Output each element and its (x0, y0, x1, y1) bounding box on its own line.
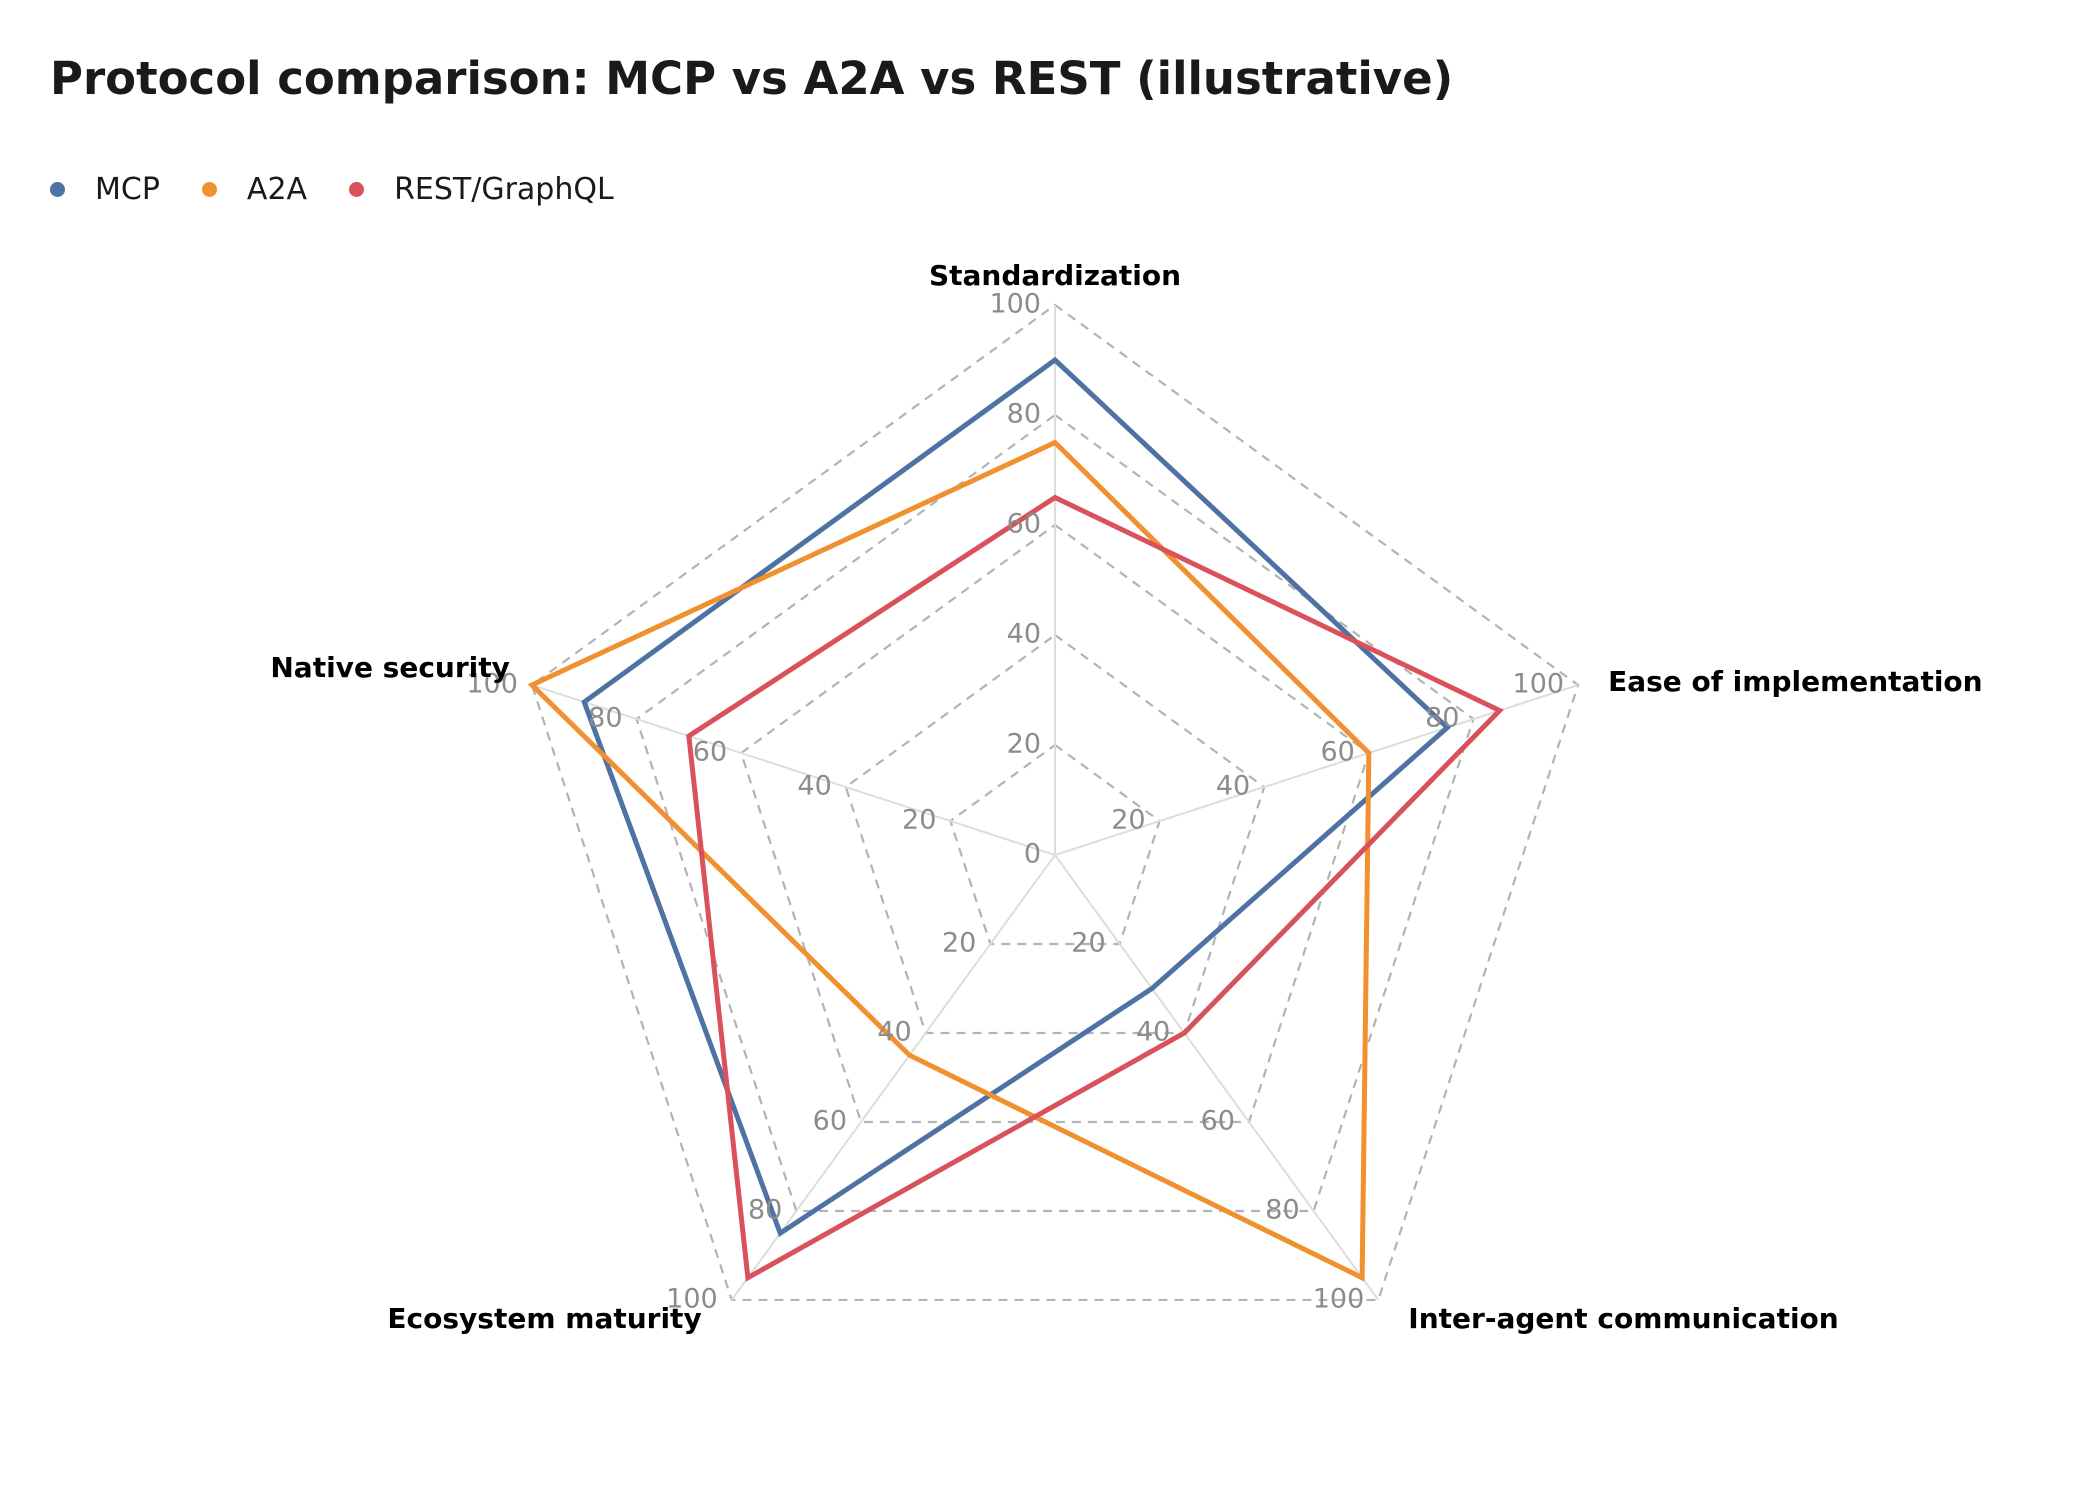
series-a2a (527, 439, 1372, 1282)
tick-label: 20 (942, 927, 976, 958)
tick-label: 40 (877, 1016, 911, 1047)
axis-label-inter-agent-communication: Inter-agent communication (1408, 1302, 1838, 1335)
tick-label: 100 (1313, 1283, 1365, 1314)
tick-label: 80 (1425, 703, 1459, 734)
tick-label: 80 (588, 703, 622, 734)
tick-label: 40 (1007, 619, 1041, 650)
tick-label: 20 (1071, 927, 1105, 958)
legend: MCP A2A REST/GraphQL (50, 172, 656, 207)
radar-spokes (531, 305, 1579, 1301)
grid-ring-100 (530, 303, 1580, 1302)
tick-label: 100 (466, 669, 518, 700)
spoke-ease-of-implementation (1054, 684, 1579, 856)
series-rest-graphql (686, 494, 1504, 1282)
radar-axis-labels: Standardization Ease of implementation Int… (270, 259, 1982, 1335)
spoke-ecosystem-maturity (730, 854, 1056, 1301)
legend-item-mcp: MCP (50, 172, 160, 207)
legend-item-a2a: A2A (201, 172, 308, 207)
tick-label: 40 (797, 771, 831, 802)
tick-label: 100 (989, 289, 1041, 320)
tick-label: 0 (1024, 839, 1041, 870)
tick-label: 60 (1320, 737, 1354, 768)
legend-marker-mcp (50, 182, 65, 197)
legend-label-rest-graphql: REST/GraphQL (394, 172, 614, 207)
tick-label: 80 (1007, 399, 1041, 430)
axis-label-ease-of-implementation: Ease of implementation (1608, 665, 1983, 698)
tick-label: 20 (1111, 805, 1145, 836)
legend-marker-a2a (201, 182, 217, 197)
tick-label: 40 (1216, 771, 1250, 802)
tick-label: 40 (1136, 1016, 1170, 1047)
legend-marker-rest-graphql (349, 182, 365, 197)
series-mcp (581, 356, 1452, 1238)
grid-ring-60 (739, 523, 1371, 1124)
spoke-native-security (531, 684, 1056, 856)
grid-ring-20 (949, 743, 1161, 946)
radar-series (527, 356, 1504, 1282)
tick-label: 80 (1265, 1194, 1299, 1225)
grid-ring-40 (844, 633, 1266, 1035)
legend-label-mcp: MCP (95, 172, 160, 207)
tick-label: 60 (1201, 1105, 1235, 1136)
tick-label: 80 (748, 1194, 782, 1225)
radar-grid (530, 303, 1580, 1302)
tick-label: 60 (693, 737, 727, 768)
tick-label: 20 (1007, 729, 1041, 760)
tick-label: 100 (1513, 669, 1565, 700)
tick-label: 20 (902, 805, 936, 836)
axis-label-standardization: Standardization (929, 259, 1181, 292)
tick-label: 60 (1007, 509, 1041, 540)
legend-label-a2a: A2A (246, 172, 308, 207)
tick-label: 60 (813, 1105, 847, 1136)
axis-label-native-security: Native security (270, 651, 510, 684)
spoke-inter-agent-communication (1054, 854, 1380, 1301)
legend-item-rest-graphql: REST/GraphQL (349, 172, 614, 207)
radar-tick-labels: 0 20 40 60 80 100 20 40 60 80 100 20 40 60 80 100 20 40 60… (466, 289, 1564, 1315)
axis-label-ecosystem-maturity: Ecosystem maturity (387, 1302, 701, 1335)
chart-title: Protocol comparison: MCP vs A2A vs REST … (50, 52, 1454, 105)
tick-label: 100 (666, 1283, 718, 1314)
